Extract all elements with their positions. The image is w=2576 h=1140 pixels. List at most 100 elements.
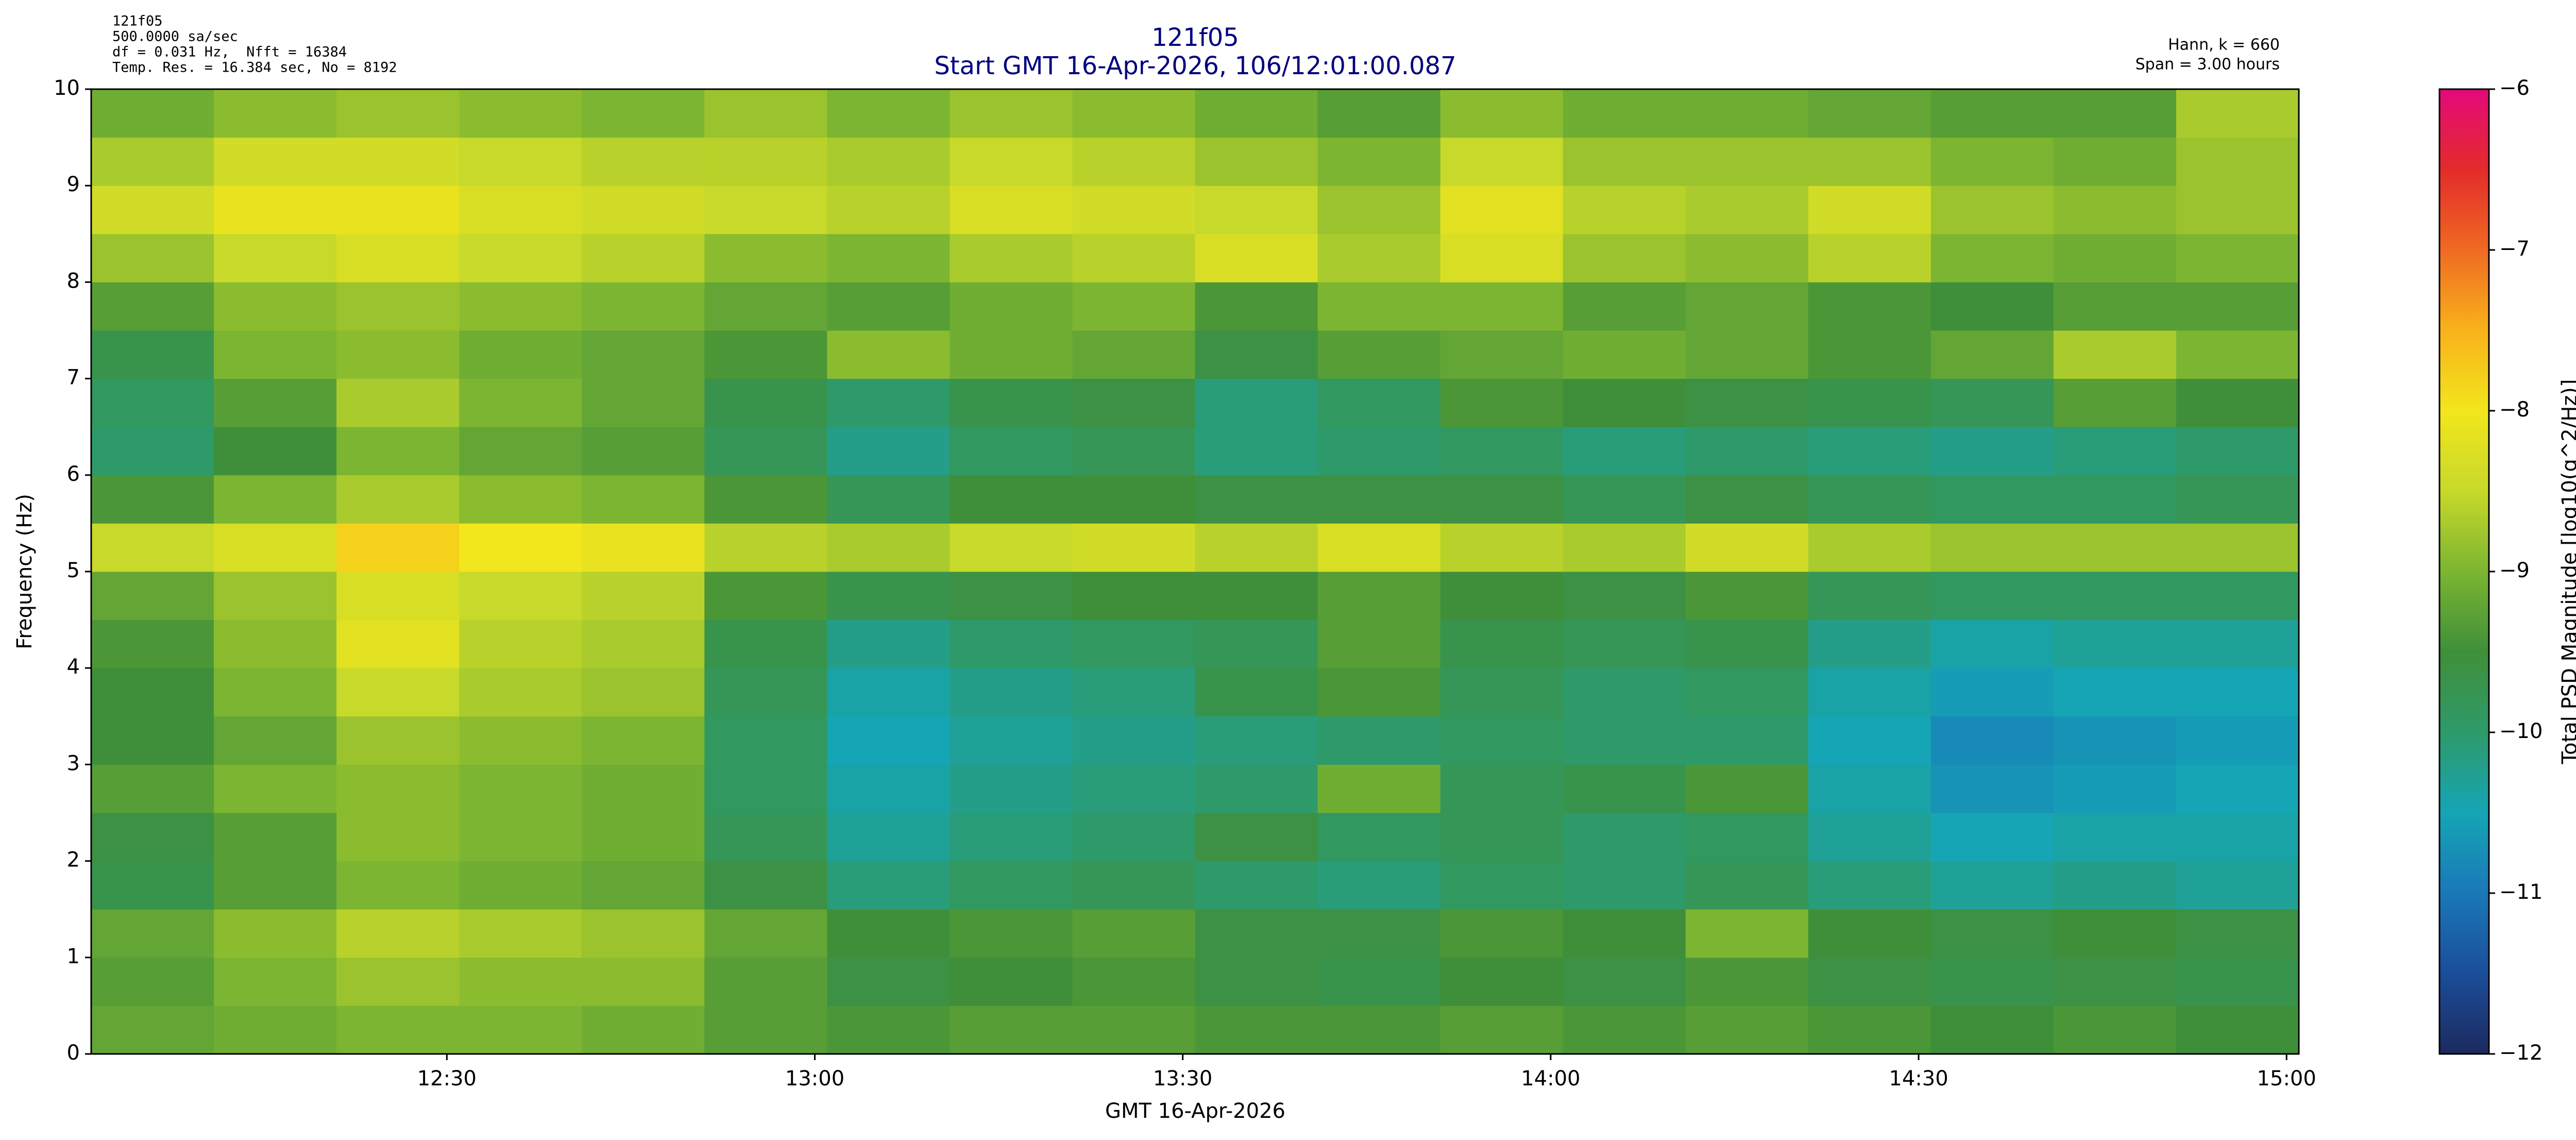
- colorbar-tick-label: −12: [2499, 1041, 2543, 1065]
- x-tick-label: 14:30: [1889, 1067, 1948, 1091]
- heatmap-cell: [1685, 186, 1809, 234]
- heatmap-cell: [1930, 861, 2054, 910]
- heatmap-cell: [214, 378, 337, 427]
- heatmap-cell: [459, 186, 582, 234]
- heatmap-cell: [1563, 282, 1686, 331]
- heatmap-cell: [214, 764, 337, 813]
- heatmap-cell: [950, 909, 1073, 958]
- heatmap-cell: [950, 861, 1073, 910]
- heatmap-cell: [1808, 427, 1931, 476]
- heatmap-cell: [1317, 330, 1441, 379]
- heatmap-cell: [582, 813, 705, 862]
- heatmap-cell: [1930, 186, 2054, 234]
- heatmap-cell: [704, 523, 827, 572]
- heatmap-cell: [214, 861, 337, 910]
- x-tick-label: 13:30: [1153, 1067, 1212, 1091]
- heatmap-cell: [2176, 1005, 2299, 1054]
- heatmap-cell: [1317, 619, 1441, 668]
- heatmap-cell: [582, 475, 705, 524]
- heatmap-cell: [704, 330, 827, 379]
- heatmap-cell: [1685, 282, 1809, 331]
- heatmap-cell: [1317, 233, 1441, 282]
- heatmap-cell: [1563, 186, 1686, 234]
- heatmap-cell: [1440, 475, 1564, 524]
- heatmap-cell: [1440, 137, 1564, 186]
- heatmap-cell: [2053, 957, 2177, 1006]
- heatmap-cell: [459, 764, 582, 813]
- heatmap-cell: [1930, 716, 2054, 765]
- heatmap-cell: [1072, 233, 1195, 282]
- heatmap-cell: [1808, 716, 1931, 765]
- heatmap-cell: [2053, 572, 2177, 621]
- heatmap-cell: [1563, 619, 1686, 668]
- heatmap-cell: [459, 137, 582, 186]
- heatmap-cell: [1440, 861, 1564, 910]
- heatmap-cell: [1930, 89, 2054, 138]
- heatmap-cell: [214, 137, 337, 186]
- heatmap-cell: [827, 813, 950, 862]
- heatmap-cell: [459, 475, 582, 524]
- heatmap-cell: [459, 668, 582, 717]
- heatmap-cell: [459, 282, 582, 331]
- y-tick-label: 3: [67, 751, 80, 775]
- heatmap-cell: [1685, 475, 1809, 524]
- heatmap-cell: [704, 427, 827, 476]
- y-tick-label: 4: [67, 655, 80, 679]
- y-tick-label: 1: [67, 945, 80, 968]
- heatmap-cell: [1808, 186, 1931, 234]
- heatmap-cell: [1317, 668, 1441, 717]
- heatmap-cell: [1195, 572, 1318, 621]
- heatmap-cell: [1072, 813, 1195, 862]
- heatmap-cell: [1808, 909, 1931, 958]
- heatmap-cell: [1930, 764, 2054, 813]
- heatmap-cell: [827, 957, 950, 1006]
- heatmap-cell: [2053, 716, 2177, 765]
- heatmap-cell: [2053, 137, 2177, 186]
- heatmap-cell: [1930, 233, 2054, 282]
- heatmap-cell: [1317, 475, 1441, 524]
- heatmap-cell: [1808, 764, 1931, 813]
- annotation: Temp. Res. = 16.384 sec, No = 8192: [112, 60, 397, 76]
- colorbar-tick-label: −9: [2499, 559, 2530, 582]
- heatmap-cell: [459, 909, 582, 958]
- heatmap-cell: [459, 572, 582, 621]
- heatmap-cell: [950, 475, 1073, 524]
- heatmap-cell: [336, 89, 460, 138]
- heatmap-cell: [1930, 572, 2054, 621]
- heatmap-cell: [214, 909, 337, 958]
- heatmap-cell: [1195, 186, 1318, 234]
- x-tick-label: 14:00: [1521, 1067, 1580, 1091]
- heatmap-cell: [704, 475, 827, 524]
- heatmap-cell: [2176, 764, 2299, 813]
- heatmap-cell: [1563, 137, 1686, 186]
- colorbar-tick-label: −10: [2499, 719, 2543, 743]
- heatmap-cell: [2176, 378, 2299, 427]
- heatmap-cell: [582, 378, 705, 427]
- heatmap-cell: [2053, 1005, 2177, 1054]
- heatmap-cell: [1685, 957, 1809, 1006]
- heatmap-cell: [1072, 764, 1195, 813]
- heatmap-cell: [2053, 813, 2177, 862]
- x-tick-label: 15:00: [2257, 1067, 2316, 1091]
- heatmap-cell: [950, 427, 1073, 476]
- heatmap-cell: [2053, 909, 2177, 958]
- heatmap-cell: [2176, 330, 2299, 379]
- heatmap-cell: [91, 282, 214, 331]
- heatmap-cell: [582, 957, 705, 1006]
- heatmap-cell: [1808, 572, 1931, 621]
- heatmap-cell: [2176, 137, 2299, 186]
- heatmap-cell: [336, 330, 460, 379]
- heatmap-cell: [704, 619, 827, 668]
- heatmap-cell: [1440, 330, 1564, 379]
- heatmap-cell: [704, 186, 827, 234]
- x-tick-label: 13:00: [785, 1067, 844, 1091]
- heatmap-cell: [336, 378, 460, 427]
- heatmap-cell: [1685, 716, 1809, 765]
- heatmap-cell: [1808, 813, 1931, 862]
- heatmap-cell: [1685, 861, 1809, 910]
- heatmap-cell: [950, 716, 1073, 765]
- y-tick-label: 10: [54, 76, 80, 100]
- heatmap-cell: [704, 957, 827, 1006]
- heatmap-cell: [827, 475, 950, 524]
